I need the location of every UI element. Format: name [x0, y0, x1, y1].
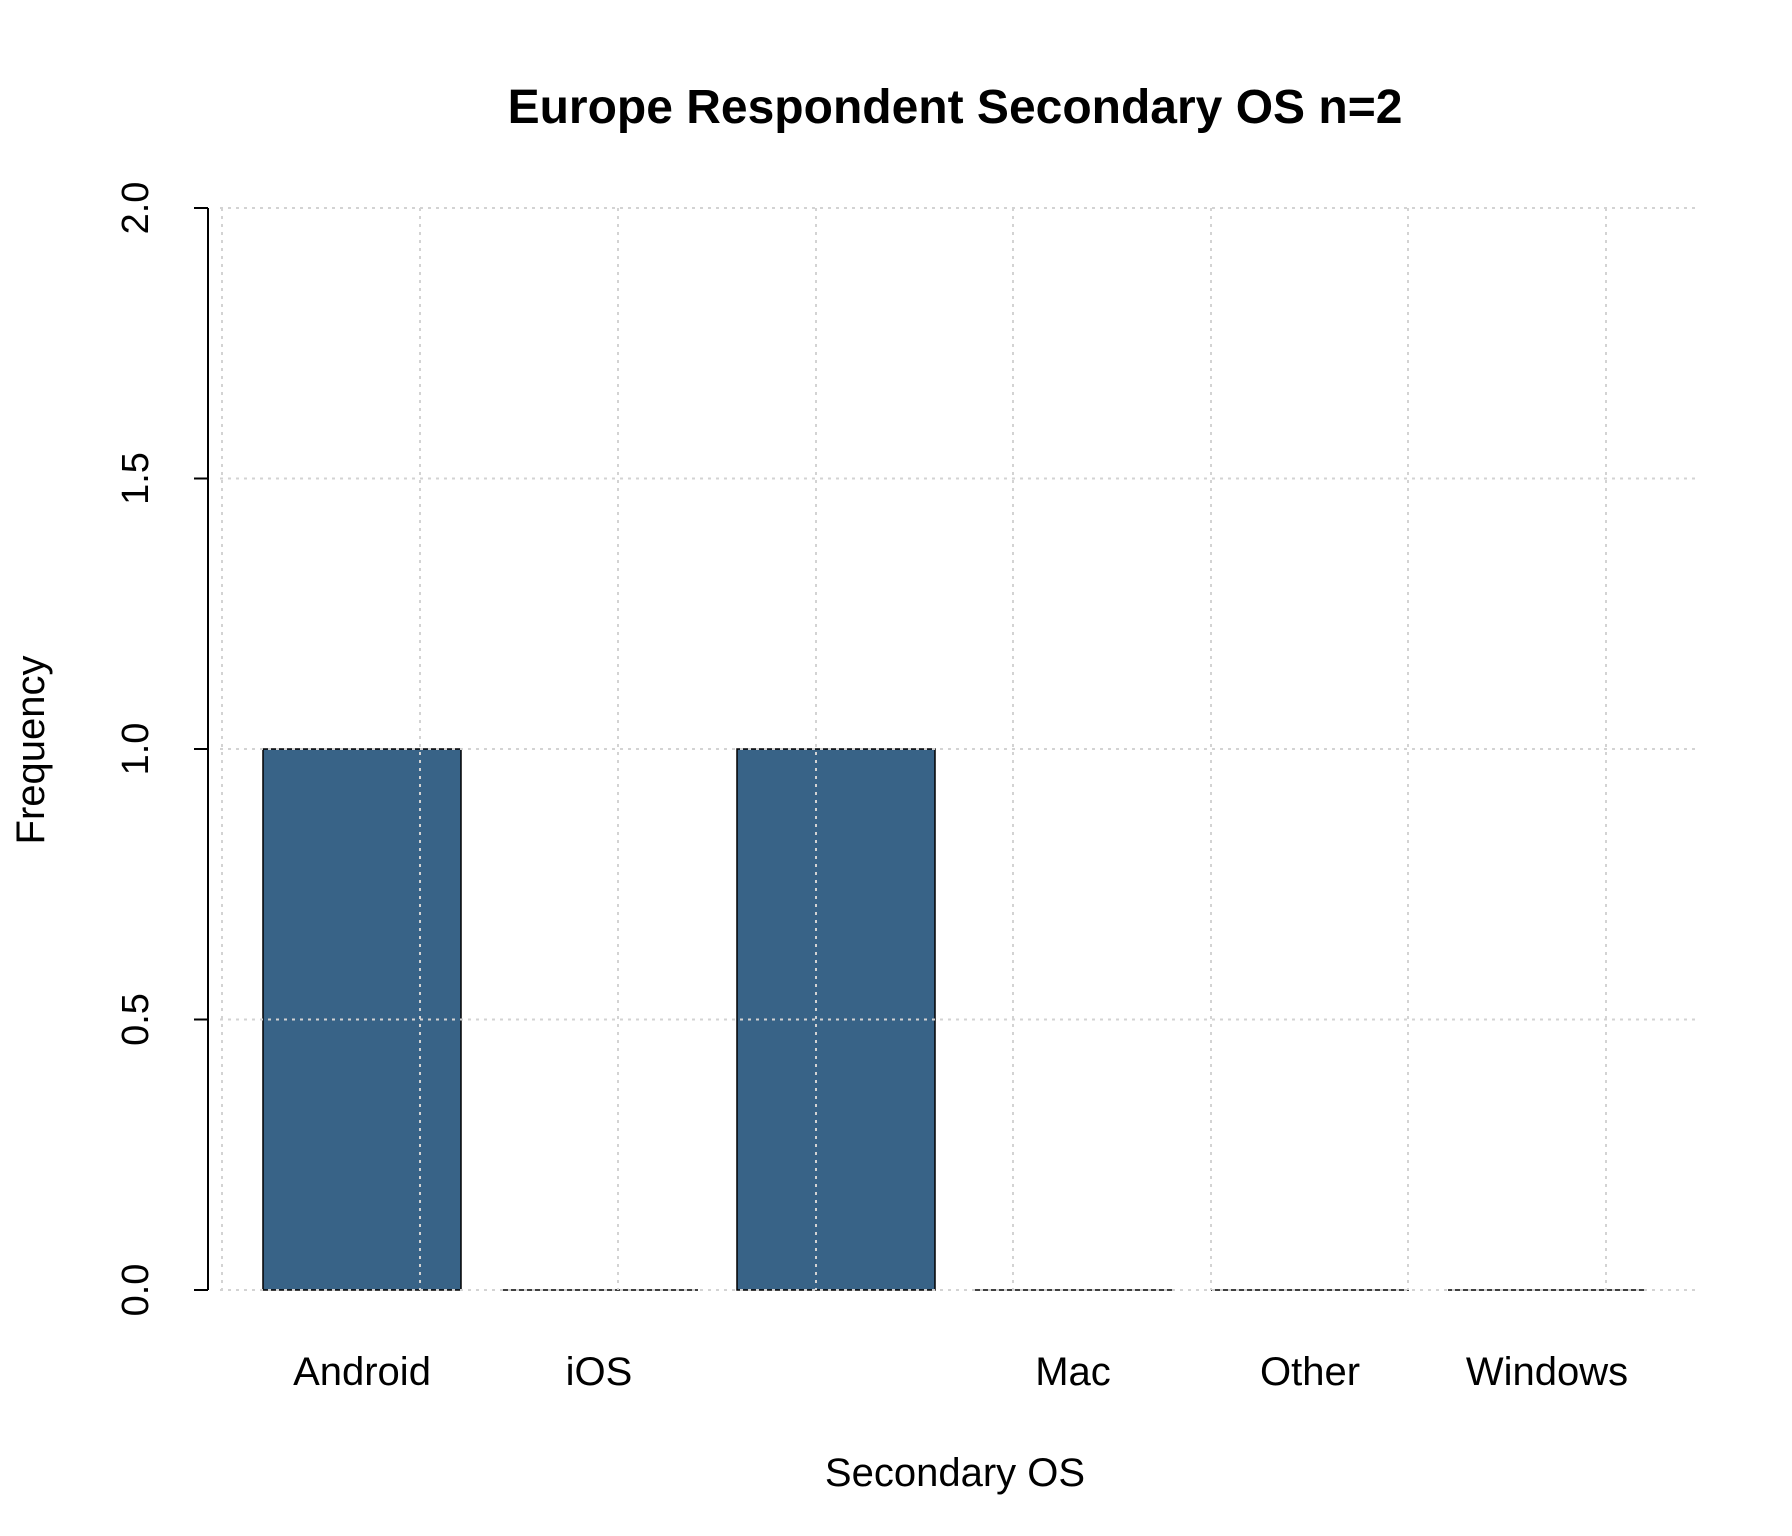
- x-tick-label-3: Mac: [1035, 1350, 1111, 1394]
- y-axis: 0.0 0.5 1.0 1.5 2.0: [115, 182, 209, 1317]
- chart-title: Europe Respondent Secondary OS n=2: [508, 81, 1403, 134]
- x-tick-label-5: Windows: [1466, 1350, 1628, 1394]
- y-tick-label-3: 1.5: [115, 452, 157, 505]
- grid-lines-over-bars: [220, 207, 1700, 1291]
- y-tick-label-0: 0.0: [115, 1264, 157, 1317]
- x-tick-label-1: iOS: [566, 1350, 633, 1394]
- x-tick-label-0: Android: [293, 1350, 431, 1394]
- y-tick-label-4: 2.0: [115, 182, 157, 235]
- x-axis-tick-labels: Android iOS Mac Other Windows: [293, 1350, 1628, 1394]
- y-tick-label-1: 0.5: [115, 993, 157, 1046]
- y-axis-label: Frequency: [9, 656, 53, 845]
- y-tick-label-2: 1.0: [115, 723, 157, 776]
- x-tick-label-4: Other: [1260, 1350, 1360, 1394]
- x-axis-label: Secondary OS: [825, 1451, 1085, 1495]
